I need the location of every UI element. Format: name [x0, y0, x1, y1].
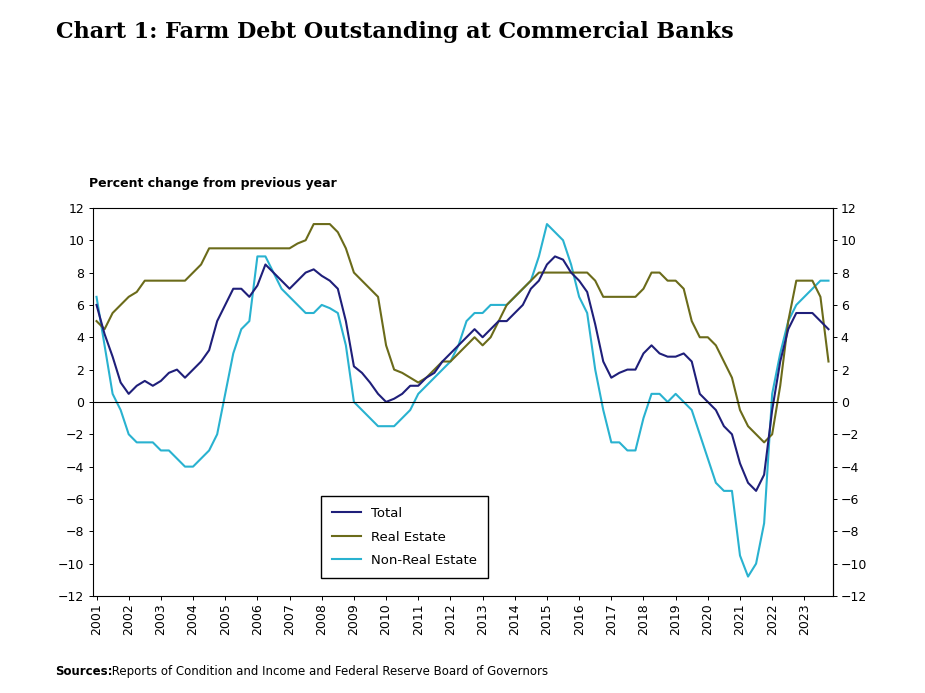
- Text: Percent change from previous year: Percent change from previous year: [89, 177, 337, 191]
- Text: Reports of Condition and Income and Federal Reserve Board of Governors: Reports of Condition and Income and Fede…: [108, 665, 549, 678]
- Text: Chart 1: Farm Debt Outstanding at Commercial Banks: Chart 1: Farm Debt Outstanding at Commer…: [56, 21, 734, 43]
- Text: Sources:: Sources:: [56, 665, 113, 678]
- Legend: Total, Real Estate, Non-Real Estate: Total, Real Estate, Non-Real Estate: [321, 496, 487, 578]
